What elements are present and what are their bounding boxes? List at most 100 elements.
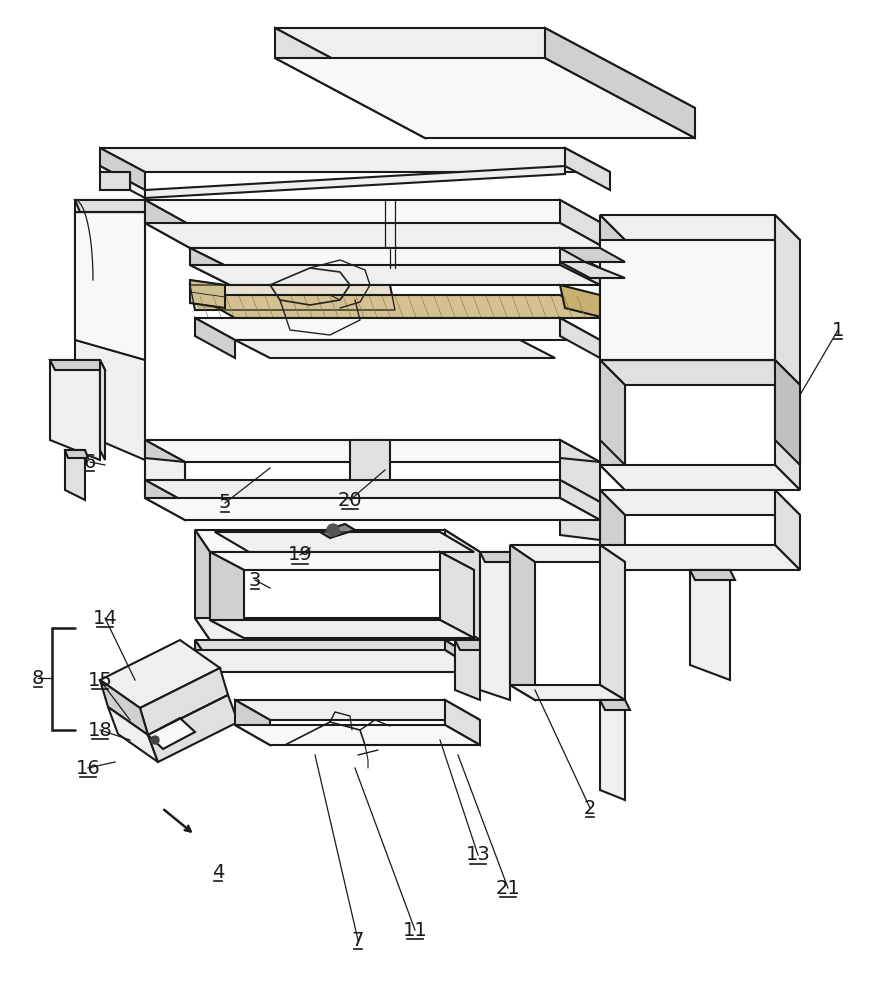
Polygon shape	[195, 530, 480, 552]
Polygon shape	[145, 480, 185, 520]
Polygon shape	[560, 262, 625, 278]
Polygon shape	[50, 360, 100, 460]
Polygon shape	[440, 552, 474, 638]
Polygon shape	[600, 465, 800, 490]
Polygon shape	[455, 640, 480, 700]
Polygon shape	[65, 450, 88, 458]
Text: 3: 3	[249, 570, 261, 589]
Polygon shape	[387, 295, 415, 308]
Polygon shape	[600, 700, 625, 800]
Polygon shape	[445, 530, 480, 640]
Polygon shape	[75, 200, 145, 460]
Polygon shape	[350, 440, 390, 510]
Polygon shape	[445, 700, 480, 745]
Polygon shape	[560, 458, 600, 540]
Polygon shape	[560, 318, 600, 358]
Polygon shape	[560, 200, 605, 248]
Polygon shape	[195, 618, 480, 640]
Text: 21: 21	[496, 879, 521, 898]
Polygon shape	[275, 58, 695, 138]
Polygon shape	[145, 498, 600, 520]
Polygon shape	[560, 248, 625, 262]
Polygon shape	[560, 248, 600, 285]
Polygon shape	[140, 668, 228, 735]
Polygon shape	[480, 552, 510, 700]
Polygon shape	[291, 295, 319, 308]
Text: 7: 7	[352, 930, 364, 950]
Polygon shape	[600, 490, 625, 570]
Polygon shape	[445, 640, 480, 672]
Polygon shape	[145, 440, 600, 462]
Polygon shape	[145, 458, 185, 500]
Polygon shape	[775, 360, 800, 465]
Polygon shape	[100, 172, 130, 190]
Polygon shape	[775, 215, 800, 490]
Polygon shape	[210, 552, 244, 638]
Polygon shape	[545, 28, 695, 138]
Polygon shape	[480, 552, 515, 562]
Polygon shape	[100, 640, 220, 708]
Polygon shape	[100, 166, 145, 198]
Polygon shape	[190, 265, 600, 285]
Polygon shape	[75, 200, 150, 212]
Polygon shape	[195, 295, 223, 308]
Polygon shape	[215, 532, 474, 552]
Polygon shape	[235, 725, 480, 745]
Polygon shape	[227, 295, 255, 308]
Circle shape	[151, 736, 159, 744]
Polygon shape	[323, 295, 351, 308]
Polygon shape	[419, 295, 447, 308]
Text: 14: 14	[93, 608, 117, 628]
Polygon shape	[690, 570, 735, 580]
Polygon shape	[190, 280, 225, 308]
Text: 2: 2	[584, 798, 596, 818]
Polygon shape	[65, 450, 85, 500]
Polygon shape	[195, 318, 600, 340]
Polygon shape	[275, 28, 425, 138]
Text: 13: 13	[465, 846, 490, 864]
Polygon shape	[355, 295, 383, 308]
Polygon shape	[320, 524, 355, 538]
Polygon shape	[455, 640, 485, 650]
Polygon shape	[565, 148, 610, 190]
Polygon shape	[148, 695, 238, 762]
Polygon shape	[190, 285, 395, 310]
Polygon shape	[190, 248, 230, 285]
Polygon shape	[195, 295, 600, 318]
Polygon shape	[100, 148, 610, 172]
Polygon shape	[145, 166, 565, 198]
Polygon shape	[547, 295, 575, 308]
Polygon shape	[600, 360, 800, 385]
Polygon shape	[600, 215, 800, 240]
Circle shape	[327, 524, 339, 536]
Polygon shape	[100, 148, 145, 190]
Polygon shape	[195, 650, 480, 672]
Polygon shape	[75, 212, 145, 360]
Polygon shape	[210, 552, 474, 570]
Polygon shape	[510, 545, 625, 562]
Polygon shape	[690, 570, 730, 680]
Polygon shape	[235, 340, 555, 358]
Polygon shape	[483, 295, 511, 308]
Polygon shape	[235, 700, 270, 745]
Polygon shape	[515, 295, 543, 308]
Polygon shape	[510, 545, 535, 700]
Polygon shape	[259, 295, 287, 308]
Polygon shape	[100, 360, 105, 460]
Polygon shape	[195, 640, 480, 662]
Polygon shape	[600, 545, 800, 570]
Polygon shape	[600, 545, 625, 700]
Text: 5: 5	[219, 493, 231, 512]
Text: 15: 15	[87, 670, 112, 690]
Polygon shape	[600, 360, 625, 465]
Polygon shape	[775, 490, 800, 570]
Polygon shape	[235, 700, 480, 720]
Text: 1: 1	[832, 320, 845, 340]
Text: 8: 8	[32, 668, 44, 688]
Text: 4: 4	[212, 862, 224, 882]
Text: 18: 18	[87, 720, 112, 740]
Polygon shape	[600, 490, 800, 515]
Polygon shape	[195, 640, 210, 672]
Polygon shape	[600, 240, 775, 360]
Polygon shape	[145, 200, 605, 225]
